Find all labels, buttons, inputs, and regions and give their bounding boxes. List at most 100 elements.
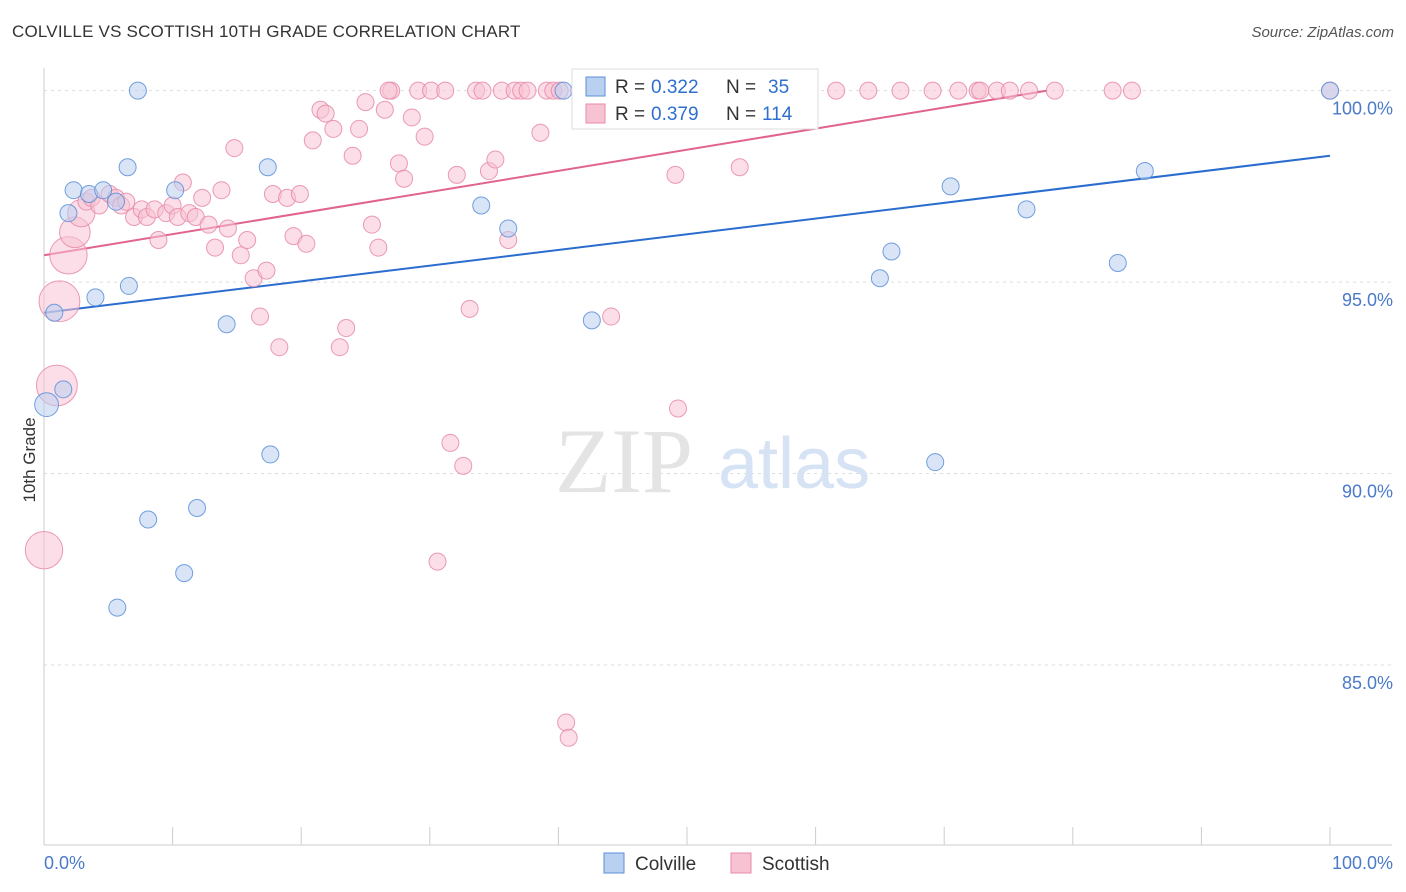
scottish-point xyxy=(350,119,369,138)
colville-point xyxy=(128,81,147,100)
scottish-point xyxy=(389,154,408,173)
colville-point xyxy=(119,276,138,295)
points xyxy=(24,81,1339,747)
scottish-point xyxy=(225,139,244,158)
scottish-point xyxy=(290,185,309,204)
scottish-point xyxy=(666,165,685,184)
scottish-point xyxy=(343,146,362,165)
axes xyxy=(43,68,1392,846)
colville-point xyxy=(139,510,158,529)
colville-point xyxy=(94,181,113,200)
legend-r-value-scottish: 0.379 xyxy=(651,104,699,125)
watermark-zip: ZIP xyxy=(555,410,693,512)
bottom-legend-label-scottish: Scottish xyxy=(762,854,830,875)
legend-n-label-colville: N = xyxy=(726,77,756,98)
scottish-point xyxy=(251,307,270,326)
colville-point xyxy=(54,380,73,399)
y-axis-label: 10th Grade xyxy=(20,417,39,502)
scottish-point xyxy=(859,81,878,100)
colville-point xyxy=(108,598,127,617)
colville-point xyxy=(59,204,78,223)
scottish-point xyxy=(971,81,990,100)
colville-point xyxy=(107,192,126,211)
bottom-legend-label-colville: Colville xyxy=(635,854,696,875)
colville-point xyxy=(882,242,901,261)
scottish-point xyxy=(454,456,473,475)
colville-point xyxy=(45,303,64,322)
x-tick-label: 0.0% xyxy=(44,853,85,873)
scottish-point xyxy=(1020,81,1039,100)
chart-title: COLVILLE VS SCOTTISH 10TH GRADE CORRELAT… xyxy=(12,22,521,41)
colville-point xyxy=(1108,253,1127,272)
legend-swatch-colville xyxy=(585,76,606,97)
scottish-point xyxy=(730,158,749,177)
scottish-point xyxy=(324,119,343,138)
colville-point xyxy=(582,311,601,330)
colville-point xyxy=(118,158,137,177)
scottish-point xyxy=(238,230,257,249)
watermark-atlas: atlas xyxy=(718,424,870,504)
legend-n-label-scottish: N = xyxy=(726,104,756,125)
scottish-point xyxy=(447,165,466,184)
scottish-point xyxy=(330,338,349,357)
colville-trend-line xyxy=(43,154,1331,314)
colville-point xyxy=(261,445,280,464)
colville-point xyxy=(926,453,945,472)
y-tick-label: 100.0% xyxy=(1332,99,1393,119)
y-tick-label: 95.0% xyxy=(1342,290,1393,310)
legend-n-value-colville: 35 xyxy=(768,77,789,98)
bottom-legend-swatch-colville xyxy=(603,852,625,874)
scottish-point xyxy=(428,552,447,571)
colville-point xyxy=(1321,81,1339,100)
scottish-point xyxy=(206,238,225,257)
bottom-legend-swatch-scottish xyxy=(730,852,752,874)
scottish-point xyxy=(149,230,168,249)
scottish-trend-line xyxy=(43,89,1048,257)
colville-point xyxy=(258,158,277,177)
scottish-point xyxy=(531,123,550,142)
scottish-point xyxy=(557,713,576,732)
scottish-point xyxy=(199,215,218,234)
scottish-point xyxy=(1122,81,1141,100)
scottish-point xyxy=(375,100,394,119)
scottish-point xyxy=(270,338,289,357)
scottish-point xyxy=(436,81,455,100)
colville-point xyxy=(188,499,207,518)
colville-point xyxy=(166,181,185,200)
colville-point xyxy=(217,315,236,334)
bottom-legend: Colville Scottish xyxy=(603,852,830,875)
scottish-point xyxy=(518,81,537,100)
scottish-point xyxy=(379,81,398,100)
scottish-point xyxy=(212,181,231,200)
scottish-point xyxy=(1000,81,1019,100)
scottish-point xyxy=(395,169,414,188)
scottish-point xyxy=(1103,81,1122,100)
scottish-point xyxy=(460,299,479,318)
y-tick-label: 90.0% xyxy=(1342,482,1393,502)
colville-point xyxy=(554,81,573,100)
scottish-point xyxy=(441,433,460,452)
scottish-point xyxy=(231,246,250,265)
tick-labels: 85.0% 90.0% 95.0% 100.0% 0.0% 100.0% xyxy=(44,99,1393,873)
colville-point xyxy=(472,196,491,215)
legend-r-label-scottish: R = xyxy=(615,104,645,125)
colville-point xyxy=(499,219,518,238)
gridlines xyxy=(44,90,1392,666)
colville-point xyxy=(64,181,83,200)
scottish-point xyxy=(218,219,237,238)
colville-point xyxy=(1017,200,1036,219)
scottish-point xyxy=(827,81,846,100)
scottish-point xyxy=(24,530,64,570)
legend-box: R = 0.322 N = 35 R = 0.379 N = 114 xyxy=(571,68,819,130)
y-tick-label: 85.0% xyxy=(1342,673,1393,693)
scottish-point xyxy=(559,728,578,747)
scottish-point xyxy=(949,81,968,100)
legend-n-value-scottish: 114 xyxy=(762,104,793,125)
colville-point xyxy=(941,177,960,196)
scottish-point xyxy=(337,319,356,338)
scottish-point xyxy=(297,234,316,253)
scottish-point xyxy=(473,81,492,100)
scottish-point xyxy=(362,215,381,234)
scottish-point xyxy=(1045,81,1064,100)
